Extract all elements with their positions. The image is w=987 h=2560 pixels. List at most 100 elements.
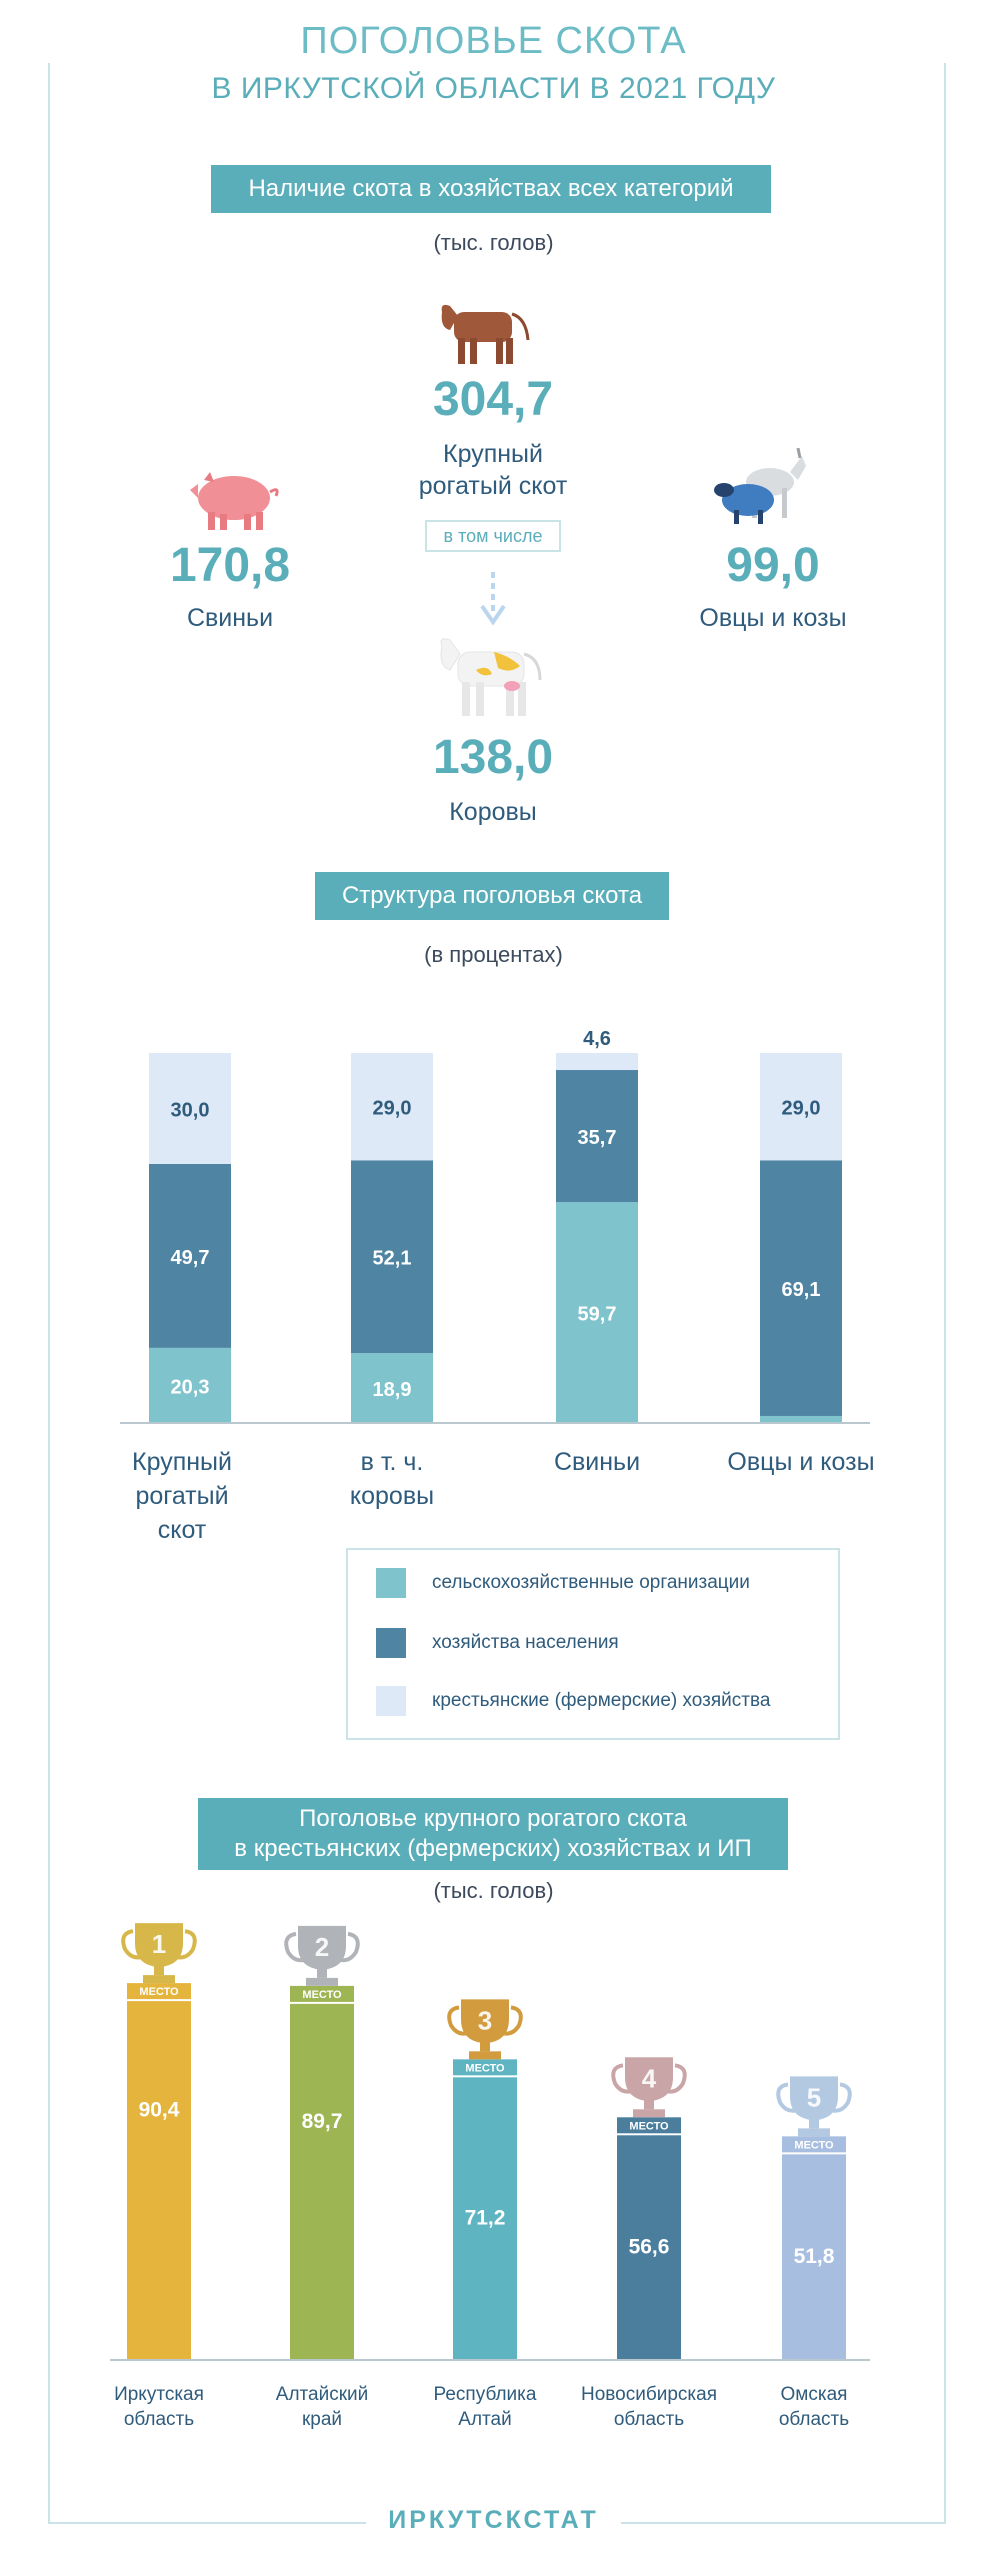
trophy-icon: 5 xyxy=(776,2076,852,2137)
bar-segment xyxy=(760,1053,842,1161)
category-label: область xyxy=(614,2409,684,2430)
bar-segment xyxy=(556,1053,638,1071)
section2-title: Структура поголовья скота xyxy=(315,872,669,920)
category-label: Свиньи xyxy=(554,1448,640,1476)
page-subtitle: В ИРКУТСКОЙ ОБЛАСТИ В 2021 ГОДУ xyxy=(211,72,776,105)
trophy-handle xyxy=(284,1931,305,1963)
data-label: 69,1 xyxy=(782,1279,821,1301)
cattle-icon xyxy=(441,304,530,364)
pigs-label: Свиньи xyxy=(186,604,274,632)
trophy-handle xyxy=(176,1929,197,1960)
place-label: МЕСТО xyxy=(139,1986,179,1998)
category-label: область xyxy=(779,2409,849,2430)
place-tag xyxy=(617,2117,681,2134)
category-label: коровы xyxy=(350,1482,434,1510)
trophy-handle xyxy=(831,2082,852,2113)
trophy-icon: 4 xyxy=(611,2057,687,2118)
arrow-down-icon xyxy=(480,572,506,626)
trophy-base xyxy=(306,1977,338,1986)
data-label: 4,6 xyxy=(583,1028,611,1050)
data-label: 49,7 xyxy=(171,1247,210,1269)
place-label: МЕСТО xyxy=(794,2139,834,2151)
category-label: Крупный xyxy=(132,1448,232,1476)
category-label: в т. ч. xyxy=(361,1448,424,1476)
section3-unit: (тыс. голов) xyxy=(433,1878,554,1903)
category-label: Алтайский xyxy=(276,2384,368,2405)
data-label: 90,4 xyxy=(139,2099,180,2122)
place-tag xyxy=(453,2059,517,2076)
cattle-value: 304,7 xyxy=(432,373,554,426)
section3-title: Поголовье крупного рогатого скота в крес… xyxy=(198,1798,788,1870)
data-label: 35,7 xyxy=(578,1127,617,1149)
pig-icon xyxy=(190,472,279,530)
bar-segment xyxy=(760,1415,842,1423)
trophy-cup xyxy=(135,1923,183,1968)
sheep-label: Овцы и козы xyxy=(699,604,847,632)
trophy-handle xyxy=(121,1929,142,1960)
rank-number: 5 xyxy=(807,2082,821,2112)
bar-segment xyxy=(149,1347,231,1423)
legend-label: сельскохозяйственные организации xyxy=(432,1572,750,1593)
place-label: МЕСТО xyxy=(465,2062,505,2074)
category-label: скот xyxy=(158,1516,207,1544)
sheep-value: 99,0 xyxy=(726,539,820,592)
bar xyxy=(617,2135,681,2360)
bar-segment xyxy=(149,1053,231,1164)
data-label: 18,9 xyxy=(373,1379,412,1401)
trophy-handle xyxy=(666,2063,687,2094)
rank-number: 2 xyxy=(315,1932,329,1962)
bar xyxy=(782,2154,846,2360)
section1-title: Наличие скота в хозяйствах всех категори… xyxy=(211,165,771,213)
ranking-chart: МЕСТО 1 90,4 Иркутская область МЕСТО 2 89,7 Алта… xyxy=(110,1923,870,2430)
data-label: 52,1 xyxy=(373,1248,412,1270)
trophy-base xyxy=(798,2128,830,2137)
bar-segment xyxy=(556,1202,638,1423)
place-tag xyxy=(290,1985,354,2002)
cattle-label: Крупный рогатый скот xyxy=(418,440,568,500)
place-tag xyxy=(782,2136,846,2153)
cow-icon xyxy=(440,638,542,716)
bar xyxy=(453,2077,517,2360)
data-label: 30,0 xyxy=(171,1100,210,1122)
footer-brand: ИРКУТСКСТАТ xyxy=(0,2506,987,2535)
trophy-stem xyxy=(154,1965,164,1976)
bar-segment xyxy=(556,1070,638,1203)
category-label: Иркутская xyxy=(114,2384,204,2405)
category-label: Республика xyxy=(434,2384,537,2405)
trophy-icon: 1 xyxy=(121,1923,197,1984)
trophy-base xyxy=(633,2109,665,2118)
category-label: Омская xyxy=(781,2384,848,2405)
sheep-goat-icon xyxy=(714,448,806,524)
data-label: 71,2 xyxy=(465,2207,506,2230)
legend-swatch xyxy=(376,1628,406,1658)
category-label: Овцы и козы xyxy=(727,1448,874,1476)
bar-segment xyxy=(351,1160,433,1354)
trophy-base xyxy=(143,1975,175,1984)
place-label: МЕСТО xyxy=(629,2120,669,2132)
pigs-value: 170,8 xyxy=(169,539,291,592)
category-label: Алтай xyxy=(458,2409,511,2430)
structure-chart: 20,3 49,7 30,0 Крупный рогатый скот 18,9 52,1 29… xyxy=(120,1028,875,1544)
data-label: 29,0 xyxy=(373,1098,412,1120)
rank-number: 3 xyxy=(478,2005,492,2035)
legend-label: крестьянские (фермерские) хозяйства xyxy=(432,1690,771,1711)
trophy-cup xyxy=(790,2076,838,2121)
category-label: Новосибирская xyxy=(581,2384,717,2405)
bar xyxy=(290,2003,354,2360)
legend-item-farms: крестьянские (фермерские) хозяйства xyxy=(376,1686,770,1716)
rank-number: 4 xyxy=(642,2063,657,2093)
rank-number: 1 xyxy=(152,1929,166,1959)
bar-segment xyxy=(149,1164,231,1348)
trophy-base xyxy=(469,2051,501,2060)
bar xyxy=(127,2001,191,2360)
cows-label: Коровы xyxy=(449,798,537,826)
data-label: 89,7 xyxy=(302,2110,343,2133)
trophy-icon: 2 xyxy=(284,1925,360,1986)
legend: сельскохозяйственные организации хозяйст… xyxy=(346,1548,840,1740)
trophy-icon: 3 xyxy=(447,1999,523,2060)
data-label: 51,8 xyxy=(794,2245,835,2268)
bar-segment xyxy=(351,1053,433,1161)
trophy-handle xyxy=(339,1931,360,1963)
category-label: область xyxy=(124,2409,194,2430)
trophy-cup xyxy=(298,1925,346,1970)
